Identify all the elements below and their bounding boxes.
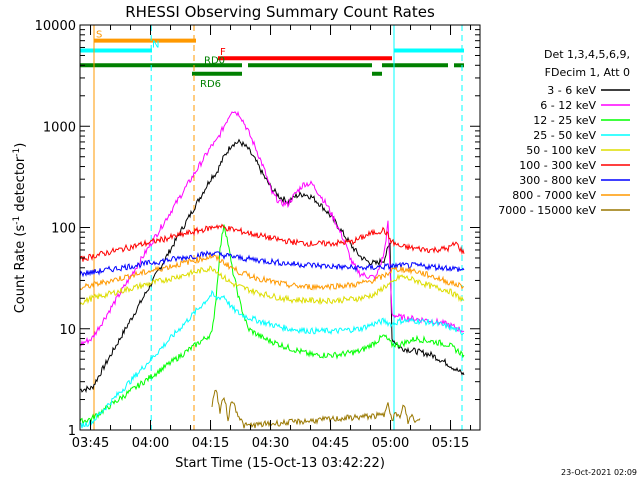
- series-line: [79, 224, 465, 427]
- y-axis-label: Count Rate (s-1 detector-1): [12, 143, 28, 314]
- flag-label: S: [96, 30, 102, 41]
- legend-entry-label: 800 - 7000 keV: [512, 189, 596, 202]
- series-line: [79, 253, 465, 291]
- y-tick-label: 1: [68, 424, 76, 439]
- legend-entry-label: 300 - 800 keV: [519, 174, 596, 187]
- legend: Det 1,3,4,5,6,9, FDecim 1, Att 0 3 - 6 k…: [498, 48, 630, 217]
- series-line: [79, 289, 465, 429]
- legend-header-line: FDecim 1, Att 0: [545, 66, 630, 79]
- y-tick-label: 1000: [43, 120, 76, 135]
- x-tick-label: 04:45: [312, 436, 349, 451]
- generation-timestamp: 23-Oct-2021 02:09: [561, 468, 637, 477]
- x-axis-label: Start Time (15-Oct-13 03:42:22): [175, 456, 385, 471]
- legend-entry-label: 100 - 300 keV: [519, 159, 596, 172]
- y-axis: 1 10 100 1000 10000: [35, 19, 480, 439]
- x-axis: 03:45 04:00 04:15 04:30 04:45 05:00 05:15: [72, 25, 472, 451]
- series-line: [211, 389, 421, 429]
- legend-entry-label: 7000 - 15000 keV: [498, 204, 596, 217]
- y-tick-label: 100: [51, 222, 76, 237]
- x-tick-label: 04:15: [192, 436, 229, 451]
- y-axis-label-part: detector: [13, 156, 28, 216]
- series-line: [79, 223, 465, 262]
- x-tick-label: 04:30: [252, 436, 289, 451]
- legend-entry-label: 6 - 12 keV: [540, 99, 596, 112]
- x-tick-label: 05:15: [432, 436, 469, 451]
- series-line: [79, 265, 465, 306]
- legend-entry-label: 50 - 100 keV: [526, 144, 596, 157]
- x-tick-label: 03:45: [72, 436, 109, 451]
- flag-label: N: [152, 39, 159, 50]
- chart-title: RHESSI Observing Summary Count Rates: [125, 3, 435, 21]
- series-line: [79, 250, 465, 278]
- legend-entry-label: 25 - 50 keV: [533, 129, 596, 142]
- y-axis-label-part: ): [13, 143, 28, 148]
- flag-label: F: [220, 47, 226, 58]
- legend-entry-label: 12 - 25 keV: [533, 114, 596, 127]
- legend-header-line: Det 1,3,4,5,6,9,: [544, 48, 630, 61]
- x-tick-label: 04:00: [132, 436, 169, 451]
- y-axis-label-part: Count Rate (s: [13, 225, 28, 314]
- series-line: [79, 110, 465, 347]
- legend-entry-label: 3 - 6 keV: [547, 84, 596, 97]
- x-tick-label: 05:00: [372, 436, 409, 451]
- flag-label: RD6: [200, 79, 221, 90]
- series-lines: [79, 110, 465, 429]
- y-tick-label: 10: [59, 323, 76, 338]
- y-axis-label-superscript: -1: [12, 148, 22, 157]
- y-axis-label-superscript: -1: [12, 216, 22, 225]
- y-tick-label: 10000: [35, 19, 76, 34]
- flag-label: RD0: [204, 55, 225, 66]
